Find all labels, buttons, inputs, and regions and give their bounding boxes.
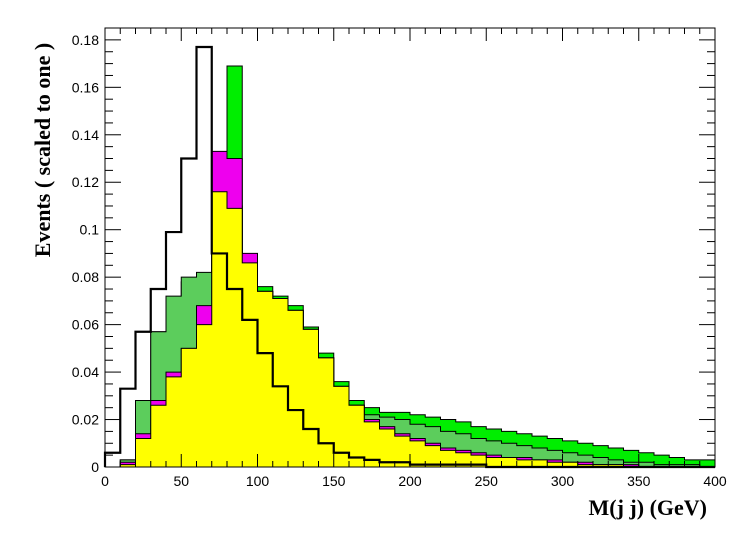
y-tick-label: 0.04	[72, 364, 99, 380]
x-tick-label: 50	[173, 473, 189, 489]
series-layer	[103, 45, 716, 469]
y-tick-label: 0.1	[80, 222, 100, 238]
x-tick-label: 300	[551, 473, 575, 489]
x-tick-label: 0	[101, 473, 109, 489]
y-tick-label: 0.14	[72, 127, 99, 143]
y-tick-label: 0.16	[72, 79, 99, 95]
y-tick-label: 0.12	[72, 174, 99, 190]
y-tick-label: 0.08	[72, 269, 99, 285]
x-tick-label: 100	[246, 473, 270, 489]
y-tick-label: 0.06	[72, 317, 99, 333]
x-tick-label: 400	[703, 473, 727, 489]
y-tick-label: 0.02	[72, 412, 99, 428]
axis-layer: 0 50 100 150 200 250 300 350 400 0 0.02 0.04 0.06 0.0…	[72, 28, 727, 489]
series-4-histogram	[103, 45, 715, 469]
y-tick-label: 0	[91, 459, 99, 475]
x-tick-label: 150	[322, 473, 346, 489]
y-axis-title: Events ( scaled to one )	[30, 43, 55, 257]
x-tick-label: 200	[398, 473, 422, 489]
y-tick-label: 0.18	[72, 32, 99, 48]
x-axis-title: M(j j) (GeV)	[589, 495, 708, 520]
x-tick-label: 250	[475, 473, 499, 489]
x-tick-label: 350	[627, 473, 651, 489]
